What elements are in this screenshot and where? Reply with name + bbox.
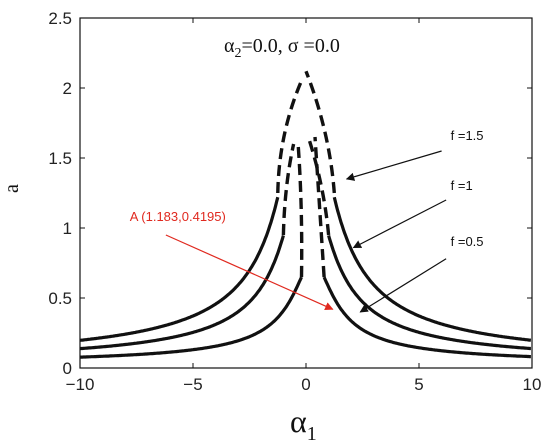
y-tick-label-4: 2 (63, 79, 72, 98)
series-dashed-right-0 (313, 136, 326, 278)
x-axis-label-main: α (290, 403, 307, 439)
x-tick-label-2: 0 (301, 375, 310, 394)
curves-group (79, 70, 532, 359)
annotation-label-1: f =1 (451, 178, 473, 193)
x-tick-label-3: 5 (414, 375, 423, 394)
annotation-arrow-1 (352, 199, 447, 249)
series-dashed-left-0 (296, 143, 304, 278)
y-tick-label-1: 0.5 (48, 289, 72, 308)
title-alpha-sub: 2 (234, 46, 241, 61)
series-dashed-right-2 (304, 70, 336, 194)
title-alpha: α (224, 35, 235, 57)
series-line-right-2 (332, 196, 532, 342)
series-line-right-1 (327, 234, 532, 351)
annotation-label-2: f =0.5 (451, 234, 484, 249)
x-tick-label-1: −5 (183, 375, 202, 394)
title-rest: =0.0, σ =0.0 (241, 35, 339, 57)
series-line-left-2 (79, 196, 280, 342)
chart-title: α2=0.0, σ =0.0 (224, 35, 340, 61)
annotation-arrow-2 (359, 258, 447, 313)
series-dashed-left-1 (281, 143, 296, 236)
y-tick-label-2: 1 (63, 219, 72, 238)
x-tick-label-4: 10 (523, 375, 542, 394)
ticks-group: −10 −5 0 5 10 0 0.5 1 1.5 2 2.5 (48, 9, 541, 394)
y-tick-label-3: 1.5 (48, 149, 72, 168)
annotation-label-3: A (1.183,0.4195) (130, 209, 226, 224)
y-tick-label-5: 2.5 (48, 9, 72, 28)
y-tick-label-0: 0 (63, 359, 72, 378)
annotation-label-0: f =1.5 (451, 128, 484, 143)
series-line-left-0 (79, 276, 303, 359)
x-axis-label: α1 (290, 403, 317, 445)
x-tick-label-0: −10 (66, 375, 95, 394)
series-dashed-right-1 (306, 136, 331, 236)
series-line-right-0 (322, 276, 532, 359)
series-dashed-left-2 (276, 77, 305, 194)
x-axis-label-sub: 1 (307, 423, 317, 445)
series-line-left-1 (79, 234, 285, 351)
y-axis-label: a (1, 184, 23, 193)
annotation-arrow-0 (345, 150, 442, 181)
annotation-arrow-3 (165, 234, 334, 311)
annotations-group: f =1.5 f =1 f =0.5 A (1.183,0.4195) (130, 128, 484, 313)
